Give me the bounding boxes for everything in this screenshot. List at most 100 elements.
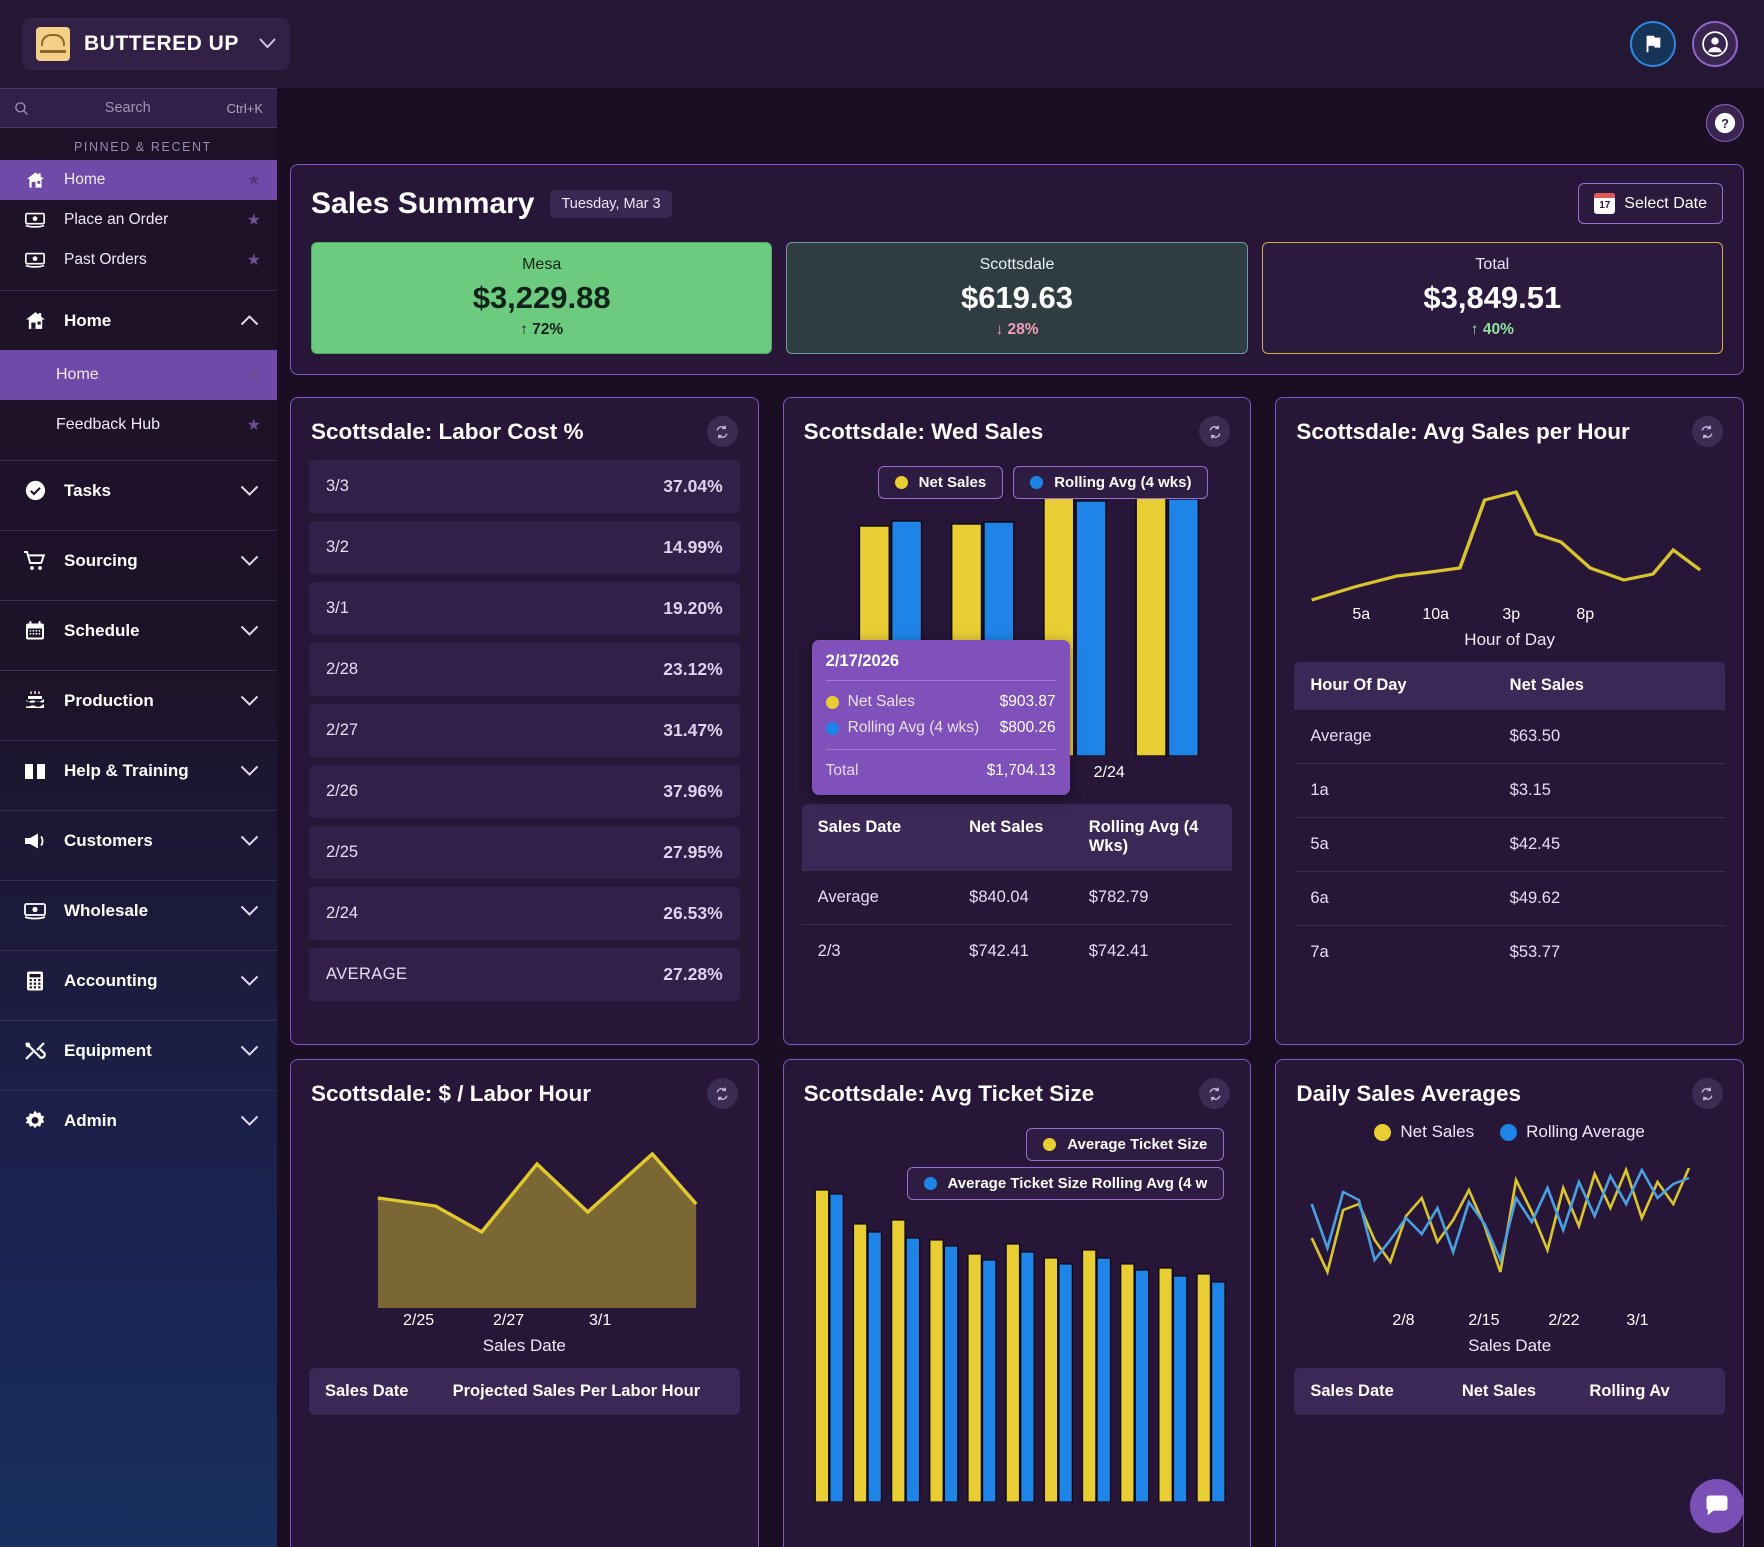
table-row[interactable]: 1a $3.15 (1294, 763, 1725, 817)
chevron-down-icon[interactable] (240, 833, 259, 849)
star-icon[interactable]: ★ (246, 417, 261, 434)
chevron-down-icon[interactable] (240, 483, 259, 499)
sidebar-group-accounting[interactable]: Accounting (0, 951, 277, 1010)
table-row[interactable]: Average $63.50 (1294, 709, 1725, 763)
chevron-down-icon[interactable] (240, 973, 259, 989)
wed-sales-chart[interactable]: Net Sales Rolling Avg (4 wks) (804, 460, 1231, 795)
labor-hour-chart[interactable]: 2/25 2/27 3/1 Sales Date (311, 1122, 738, 1355)
sidebar-group-equipment[interactable]: Equipment (0, 1021, 277, 1080)
avg-sales-hour-chart[interactable]: 5a 10a 3p 8p Hour of Day (1296, 460, 1723, 650)
sidebar-item-home[interactable]: Home ★ (0, 350, 277, 400)
chart-legend: Average Ticket Size Average Ticket Size … (906, 1128, 1225, 1200)
list-item[interactable]: 2/25 27.95% (309, 826, 740, 879)
star-icon[interactable]: ★ (246, 367, 261, 384)
table-row[interactable]: 7a $53.77 (1294, 925, 1725, 979)
list-item[interactable]: 2/26 37.96% (309, 765, 740, 818)
divider (0, 880, 277, 881)
list-item[interactable]: 3/3 37.04% (309, 460, 740, 513)
chevron-down-icon[interactable] (240, 553, 259, 569)
sidebar-group-home[interactable]: Home (0, 291, 277, 350)
tooltip-total-label: Total (825, 762, 859, 779)
sidebar-item-place-an-order[interactable]: Place an Order ★ (0, 200, 277, 240)
select-date-button[interactable]: 17 Select Date (1578, 183, 1723, 224)
chevron-down-icon[interactable] (259, 36, 276, 53)
table-row[interactable]: Average $840.04 $782.79 (801, 870, 1233, 924)
x-tick-label: 8p (1576, 606, 1595, 623)
legend-item-net-sales[interactable]: Net Sales (877, 466, 1004, 499)
chevron-down-icon[interactable] (240, 623, 259, 639)
sidebar-item-feedback-hub[interactable]: Feedback Hub ★ (0, 400, 277, 450)
list-item-date: 3/3 (326, 477, 349, 495)
sidebar-item-past-orders[interactable]: Past Orders ★ (0, 240, 277, 280)
chevron-down-icon[interactable] (240, 903, 259, 919)
sidebar-group-production[interactable]: Production (0, 671, 277, 730)
flag-button[interactable] (1630, 21, 1676, 67)
star-icon[interactable]: ★ (246, 212, 261, 229)
legend-item-rolling-avg[interactable]: Average Ticket Size Rolling Avg (4 w (906, 1167, 1225, 1200)
legend-label: Rolling Average (1526, 1122, 1645, 1141)
chevron-up-icon[interactable] (240, 313, 259, 329)
list-item[interactable]: 2/27 31.47% (309, 704, 740, 757)
divider (0, 290, 277, 291)
search-input[interactable]: Search Ctrl+K (0, 88, 277, 128)
star-icon[interactable]: ★ (246, 252, 261, 269)
refresh-button[interactable] (1691, 416, 1723, 447)
chat-button[interactable] (1690, 1479, 1744, 1533)
svg-text:?: ? (1721, 116, 1729, 131)
chevron-down-icon[interactable] (240, 1113, 259, 1129)
chevron-down-icon[interactable] (240, 693, 259, 709)
list-item-date: 2/28 (326, 660, 359, 678)
avg-ticket-chart[interactable]: Average Ticket Size Average Ticket Size … (804, 1122, 1231, 1502)
refresh-button[interactable] (706, 416, 738, 447)
chevron-down-icon[interactable] (240, 763, 259, 779)
search-placeholder: Search (104, 100, 151, 116)
sidebar-group-admin[interactable]: Admin (0, 1091, 277, 1150)
refresh-button[interactable] (1199, 1078, 1231, 1109)
kpi-card-scottsdale[interactable]: Scottsdale $619.63 ↓ 28% (786, 242, 1248, 354)
legend-item-average-ticket-size[interactable]: Average Ticket Size (1026, 1128, 1225, 1161)
kpi-card-total[interactable]: Total $3,849.51 ↑ 40% (1261, 242, 1723, 354)
divider (0, 810, 277, 811)
kpi-label: Mesa (522, 256, 562, 273)
legend-dot-icon (825, 695, 839, 709)
column-header: Rolling Av (1589, 1382, 1670, 1400)
kpi-card-mesa[interactable]: Mesa $3,229.88 ↑ 72% (311, 242, 773, 354)
sidebar-item-home-pinned[interactable]: Home ★ (0, 160, 277, 200)
list-item[interactable]: 2/28 23.12% (309, 643, 740, 696)
sidebar-group-label: Admin (64, 1110, 117, 1130)
sidebar-group-label: Production (64, 690, 154, 710)
list-item[interactable]: 3/2 14.99% (309, 521, 740, 574)
brand-selector[interactable]: BUTTERED UP (22, 18, 290, 70)
sidebar-group-sourcing[interactable]: Sourcing (0, 531, 277, 590)
sidebar-group-tasks[interactable]: Tasks (0, 461, 277, 520)
list-item[interactable]: 2/24 26.53% (309, 887, 740, 940)
sidebar-group-label: Home (64, 310, 112, 330)
kpi-value: $619.63 (960, 280, 1074, 315)
refresh-icon (1209, 1087, 1221, 1100)
user-account-button[interactable] (1692, 21, 1738, 67)
daily-avgs-chart[interactable]: Net Sales Rolling Average 2/8 2/15 2/22 (1296, 1122, 1723, 1355)
star-icon[interactable]: ★ (246, 172, 261, 189)
refresh-button[interactable] (1691, 1078, 1723, 1109)
sidebar-group-label: Tasks (64, 480, 111, 500)
sidebar-group-customers[interactable]: Customers (0, 811, 277, 870)
sidebar-group-help-training[interactable]: Help & Training (0, 741, 277, 800)
table-row[interactable]: 5a $42.45 (1294, 817, 1725, 871)
table-row[interactable]: 2/3 $742.41 $742.41 (801, 924, 1233, 978)
help-button[interactable]: ? (1706, 104, 1744, 142)
sidebar-group-schedule[interactable]: Schedule (0, 601, 277, 660)
legend-label: Net Sales (1400, 1122, 1475, 1141)
list-item-average[interactable]: AVERAGE 27.28% (309, 948, 740, 1001)
table-header-row: Sales Date Net Sales Rolling Av (1294, 1368, 1725, 1415)
list-item[interactable]: 3/1 19.20% (309, 582, 740, 635)
sidebar-group-wholesale[interactable]: Wholesale (0, 881, 277, 940)
cell-hour: 7a (1310, 943, 1329, 961)
column-header: Rolling Avg (4 Wks) (1088, 818, 1199, 855)
chevron-down-icon[interactable] (240, 1043, 259, 1059)
legend-item-net-sales[interactable]: Net Sales (1374, 1122, 1474, 1142)
refresh-button[interactable] (1199, 416, 1231, 447)
legend-item-rolling-average[interactable]: Rolling Average (1500, 1122, 1645, 1142)
table-row[interactable]: 6a $49.62 (1294, 871, 1725, 925)
legend-item-rolling-avg[interactable]: Rolling Avg (4 wks) (1013, 466, 1209, 499)
refresh-button[interactable] (706, 1078, 738, 1109)
